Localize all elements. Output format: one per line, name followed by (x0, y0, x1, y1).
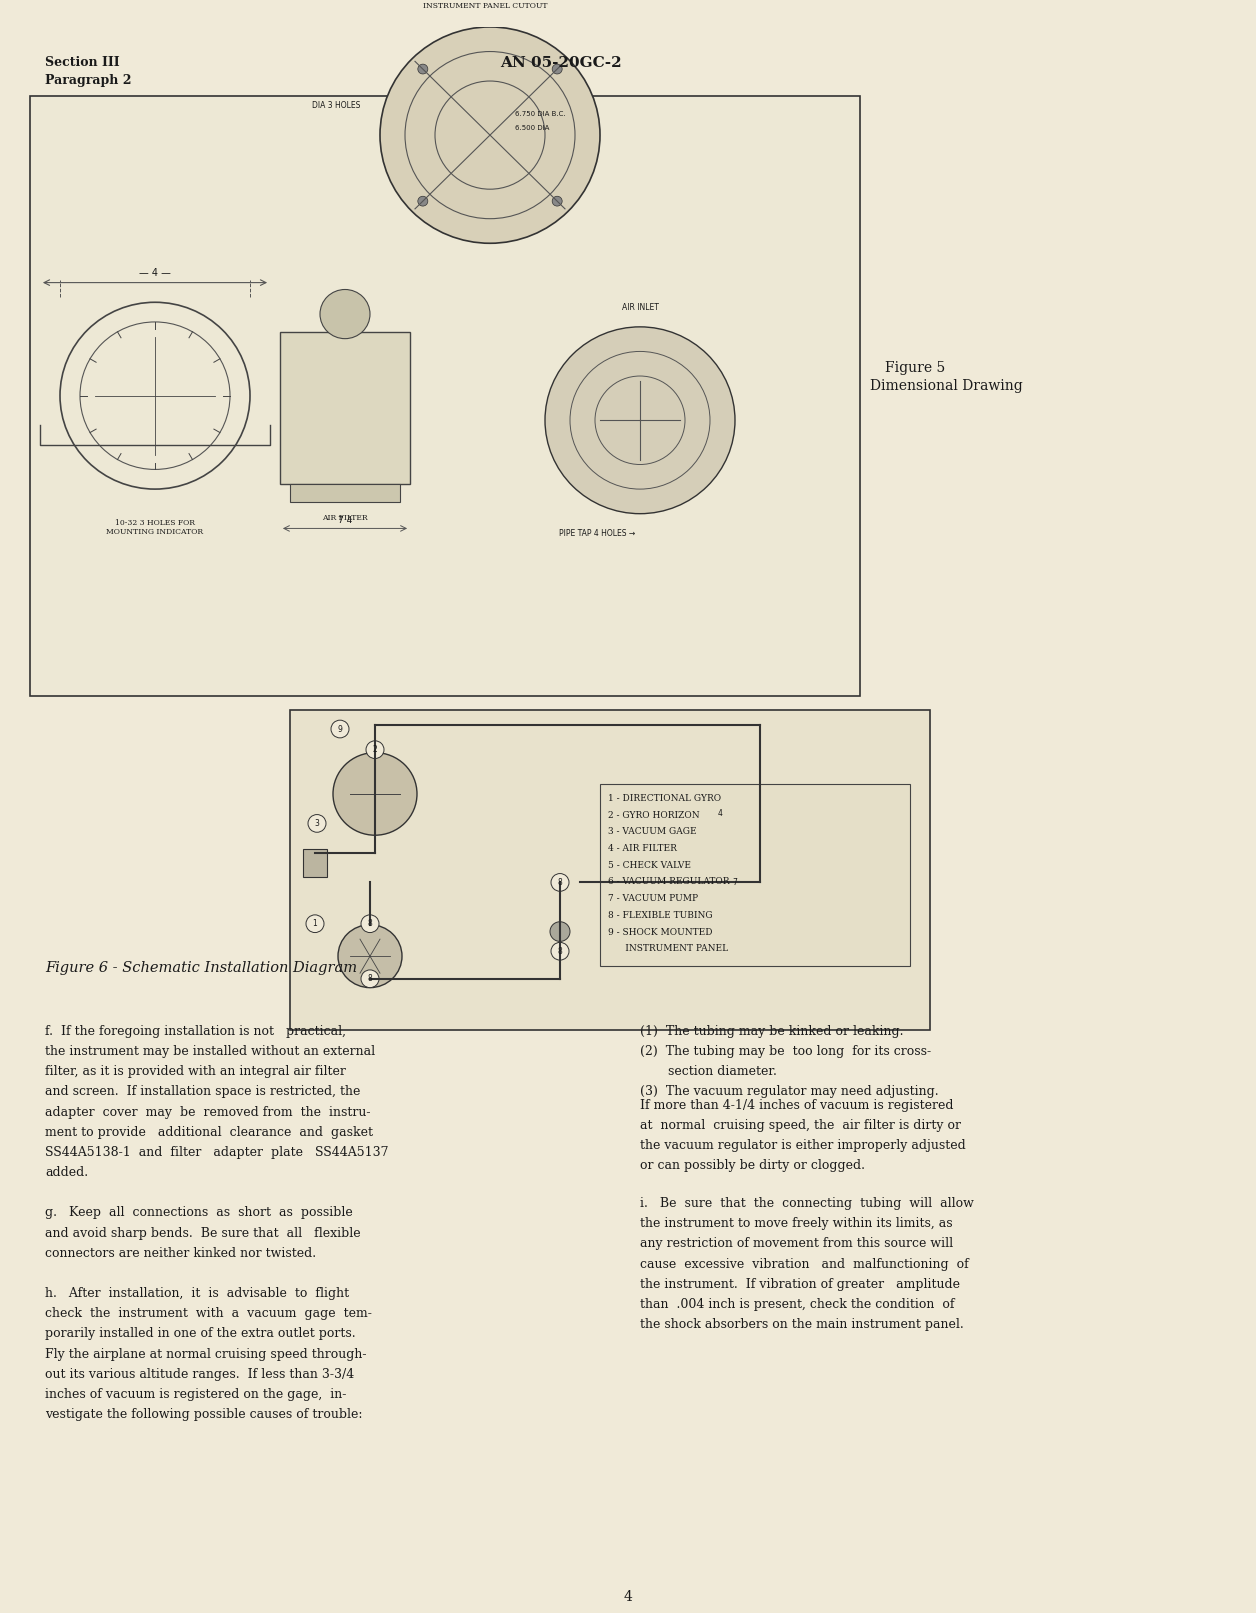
Text: 3 - VACUUM GAGE: 3 - VACUUM GAGE (608, 827, 697, 837)
Circle shape (360, 915, 379, 932)
Text: (3)  The vacuum regulator may need adjusting.: (3) The vacuum regulator may need adjust… (641, 1086, 938, 1098)
Text: the instrument to move freely within its limits, as: the instrument to move freely within its… (641, 1218, 952, 1231)
Text: AIR INLET: AIR INLET (622, 303, 658, 311)
Text: g.   Keep  all  connections  as  short  as  possible: g. Keep all connections as short as poss… (45, 1207, 353, 1219)
Text: 6.750 DIA B.C.: 6.750 DIA B.C. (515, 111, 565, 116)
Text: Dimensional Drawing: Dimensional Drawing (870, 379, 1022, 394)
Text: (2)  The tubing may be  too long  for its cross-: (2) The tubing may be too long for its c… (641, 1045, 931, 1058)
Text: SS44A5138-1  and  filter   adapter  plate   SS44A5137: SS44A5138-1 and filter adapter plate SS4… (45, 1145, 388, 1158)
Text: vestigate the following possible causes of trouble:: vestigate the following possible causes … (45, 1408, 363, 1421)
Text: Section III: Section III (45, 56, 119, 69)
Circle shape (418, 65, 428, 74)
Circle shape (550, 921, 570, 942)
Text: 3: 3 (314, 819, 319, 827)
Text: AIR FILTER: AIR FILTER (323, 513, 368, 521)
Bar (600, 784, 911, 966)
Text: 5 - CHECK VALVE: 5 - CHECK VALVE (608, 861, 691, 869)
Text: 8: 8 (368, 974, 372, 984)
Text: any restriction of movement from this source will: any restriction of movement from this so… (641, 1237, 953, 1250)
Text: added.: added. (45, 1166, 88, 1179)
Circle shape (418, 197, 428, 206)
Text: 8: 8 (558, 877, 563, 887)
Circle shape (553, 197, 563, 206)
Text: Paragraph 2: Paragraph 2 (45, 74, 132, 87)
Bar (710, 829, 760, 868)
Text: cause  excessive  vibration   and  malfunctioning  of: cause excessive vibration and malfunctio… (641, 1258, 968, 1271)
Circle shape (551, 874, 569, 892)
Text: or can possibly be dirty or clogged.: or can possibly be dirty or clogged. (641, 1160, 865, 1173)
Circle shape (381, 27, 600, 244)
Text: Fly the airplane at normal cruising speed through-: Fly the airplane at normal cruising spee… (45, 1347, 367, 1360)
Text: 2 - GYRO HORIZON: 2 - GYRO HORIZON (608, 811, 700, 819)
Circle shape (333, 753, 417, 836)
Text: connectors are neither kinked nor twisted.: connectors are neither kinked nor twiste… (45, 1247, 317, 1260)
Text: 8 - FLEXIBLE TUBING: 8 - FLEXIBLE TUBING (608, 911, 712, 919)
Text: 1: 1 (313, 919, 318, 927)
Text: 6 - VACUUM REGULATOR: 6 - VACUUM REGULATOR (608, 877, 730, 887)
Text: 10-32 3 HOLES FOR
MOUNTING INDICATOR: 10-32 3 HOLES FOR MOUNTING INDICATOR (107, 519, 203, 536)
Bar (280, 332, 409, 484)
Text: If more than 4-1/4 inches of vacuum is registered: If more than 4-1/4 inches of vacuum is r… (641, 1098, 953, 1111)
Circle shape (320, 289, 371, 339)
Text: at  normal  cruising speed, the  air filter is dirty or: at normal cruising speed, the air filter… (641, 1119, 961, 1132)
Text: 1 - DIRECTIONAL GYRO: 1 - DIRECTIONAL GYRO (608, 794, 721, 803)
Bar (290, 484, 399, 502)
Text: and avoid sharp bends.  Be sure that  all   flexible: and avoid sharp bends. Be sure that all … (45, 1226, 360, 1239)
Text: and screen.  If installation space is restricted, the: and screen. If installation space is res… (45, 1086, 360, 1098)
Text: PIPE TAP 4 HOLES →: PIPE TAP 4 HOLES → (559, 529, 636, 537)
Text: 9: 9 (338, 724, 343, 734)
Text: 7: 7 (732, 877, 737, 887)
Circle shape (726, 874, 744, 892)
Text: check  the  instrument  with  a  vacuum  gage  tem-: check the instrument with a vacuum gage … (45, 1307, 372, 1319)
Circle shape (545, 327, 735, 513)
Text: the instrument.  If vibration of greater   amplitude: the instrument. If vibration of greater … (641, 1277, 960, 1290)
Circle shape (553, 65, 563, 74)
Circle shape (711, 805, 728, 823)
Text: the instrument may be installed without an external: the instrument may be installed without … (45, 1045, 376, 1058)
Text: the shock absorbers on the main instrument panel.: the shock absorbers on the main instrume… (641, 1318, 963, 1331)
Circle shape (338, 924, 402, 987)
Text: than  .004 inch is present, check the condition  of: than .004 inch is present, check the con… (641, 1298, 955, 1311)
Circle shape (360, 969, 379, 987)
Text: INSTRUMENT PANEL: INSTRUMENT PANEL (608, 944, 728, 953)
Text: the vacuum regulator is either improperly adjusted: the vacuum regulator is either improperl… (641, 1139, 966, 1152)
Bar (290, 710, 929, 1031)
Text: 9 - SHOCK MOUNTED: 9 - SHOCK MOUNTED (608, 927, 712, 937)
Circle shape (551, 942, 569, 960)
Text: 4: 4 (717, 810, 722, 818)
Text: adapter  cover  may  be  removed from  the  instru-: adapter cover may be removed from the in… (45, 1105, 371, 1119)
Text: i.   Be  sure  that  the  connecting  tubing  will  allow: i. Be sure that the connecting tubing wi… (641, 1197, 973, 1210)
Circle shape (308, 815, 327, 832)
Text: 2: 2 (373, 745, 377, 755)
Text: h.   After  installation,  it  is  advisable  to  flight: h. After installation, it is advisable t… (45, 1287, 349, 1300)
Text: 4 - AIR FILTER: 4 - AIR FILTER (608, 844, 677, 853)
Text: filter, as it is provided with an integral air filter: filter, as it is provided with an integr… (45, 1065, 345, 1079)
Text: 8: 8 (558, 947, 563, 957)
Text: AN 05-20GC-2: AN 05-20GC-2 (500, 56, 622, 71)
Bar (303, 848, 327, 876)
Text: 7 - VACUUM PUMP: 7 - VACUUM PUMP (608, 894, 698, 903)
Text: section diameter.: section diameter. (641, 1065, 777, 1079)
Text: out its various altitude ranges.  If less than 3-3/4: out its various altitude ranges. If less… (45, 1368, 354, 1381)
Text: Figure 5: Figure 5 (885, 361, 946, 376)
Text: 4: 4 (623, 1590, 633, 1605)
Text: (1)  The tubing may be kinked or leaking.: (1) The tubing may be kinked or leaking. (641, 1024, 903, 1039)
Text: 8: 8 (368, 919, 372, 927)
Text: — 4 —: — 4 — (139, 268, 171, 277)
Circle shape (365, 740, 384, 758)
Circle shape (306, 915, 324, 932)
Circle shape (332, 719, 349, 737)
Text: DIMENSIONAL CHART FOR
INSTRUMENT PANEL CUTOUT: DIMENSIONAL CHART FOR INSTRUMENT PANEL C… (423, 0, 548, 10)
Text: 6.500 DIA: 6.500 DIA (515, 126, 549, 131)
Text: Figure 6 - Schematic Installation Diagram: Figure 6 - Schematic Installation Diagra… (45, 961, 357, 976)
Text: f.  If the foregoing installation is not   practical,: f. If the foregoing installation is not … (45, 1024, 345, 1039)
Text: porarily installed in one of the extra outlet ports.: porarily installed in one of the extra o… (45, 1327, 355, 1340)
Text: 7 4: 7 4 (338, 516, 352, 526)
Text: inches of vacuum is registered on the gage,  in-: inches of vacuum is registered on the ga… (45, 1387, 347, 1400)
Text: DIA 3 HOLES: DIA 3 HOLES (311, 102, 360, 110)
Text: ment to provide   additional  clearance  and  gasket: ment to provide additional clearance and… (45, 1126, 373, 1139)
Bar (30, 95, 860, 695)
